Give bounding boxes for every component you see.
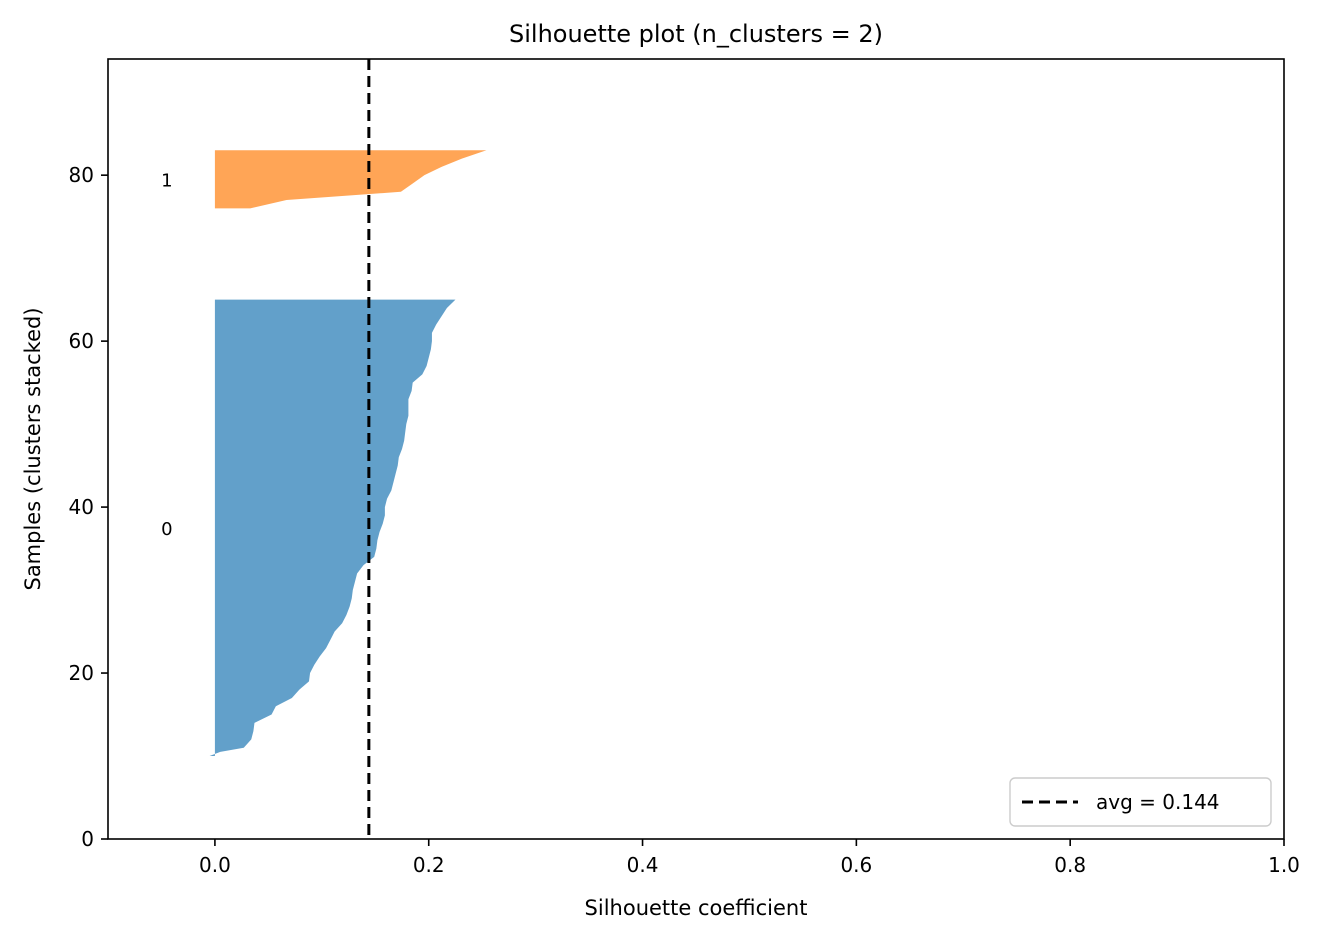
- y-axis-label: Samples (clusters stacked): [21, 307, 45, 590]
- y-tick-label: 0: [81, 827, 94, 851]
- cluster-fills: [209, 150, 487, 757]
- x-tick-label: 0.0: [199, 853, 231, 877]
- x-tick-label: 0.6: [840, 853, 872, 877]
- y-tick-label: 40: [69, 495, 94, 519]
- y-ticks: 0 20 40 60 80: [69, 163, 108, 851]
- chart-title: Silhouette plot (n_clusters = 2): [509, 20, 883, 48]
- legend-box: [1009, 777, 1272, 827]
- x-tick-label: 0.8: [1054, 853, 1086, 877]
- y-tick-label: 60: [69, 329, 94, 353]
- cluster-1-silhouette: [214, 150, 487, 209]
- x-tick-label: 0.4: [627, 853, 659, 877]
- cluster-0-silhouette: [209, 299, 456, 757]
- y-tick-label: 80: [69, 163, 94, 187]
- y-tick-label: 20: [69, 661, 94, 685]
- x-tick-label: 1.0: [1268, 853, 1300, 877]
- legend[interactable]: avg = 0.144: [1009, 777, 1272, 827]
- legend-label-avg: avg = 0.144: [1096, 790, 1220, 814]
- cluster-labels: 01: [161, 170, 172, 540]
- cluster-label-0: 0: [161, 519, 172, 540]
- x-axis-label: Silhouette coefficient: [585, 896, 808, 920]
- plot-frame: [107, 58, 1285, 840]
- x-ticks: 0.0 0.2 0.4 0.6 0.8 1.0: [199, 839, 1300, 877]
- cluster-label-1: 1: [161, 170, 172, 191]
- x-tick-label: 0.2: [413, 853, 445, 877]
